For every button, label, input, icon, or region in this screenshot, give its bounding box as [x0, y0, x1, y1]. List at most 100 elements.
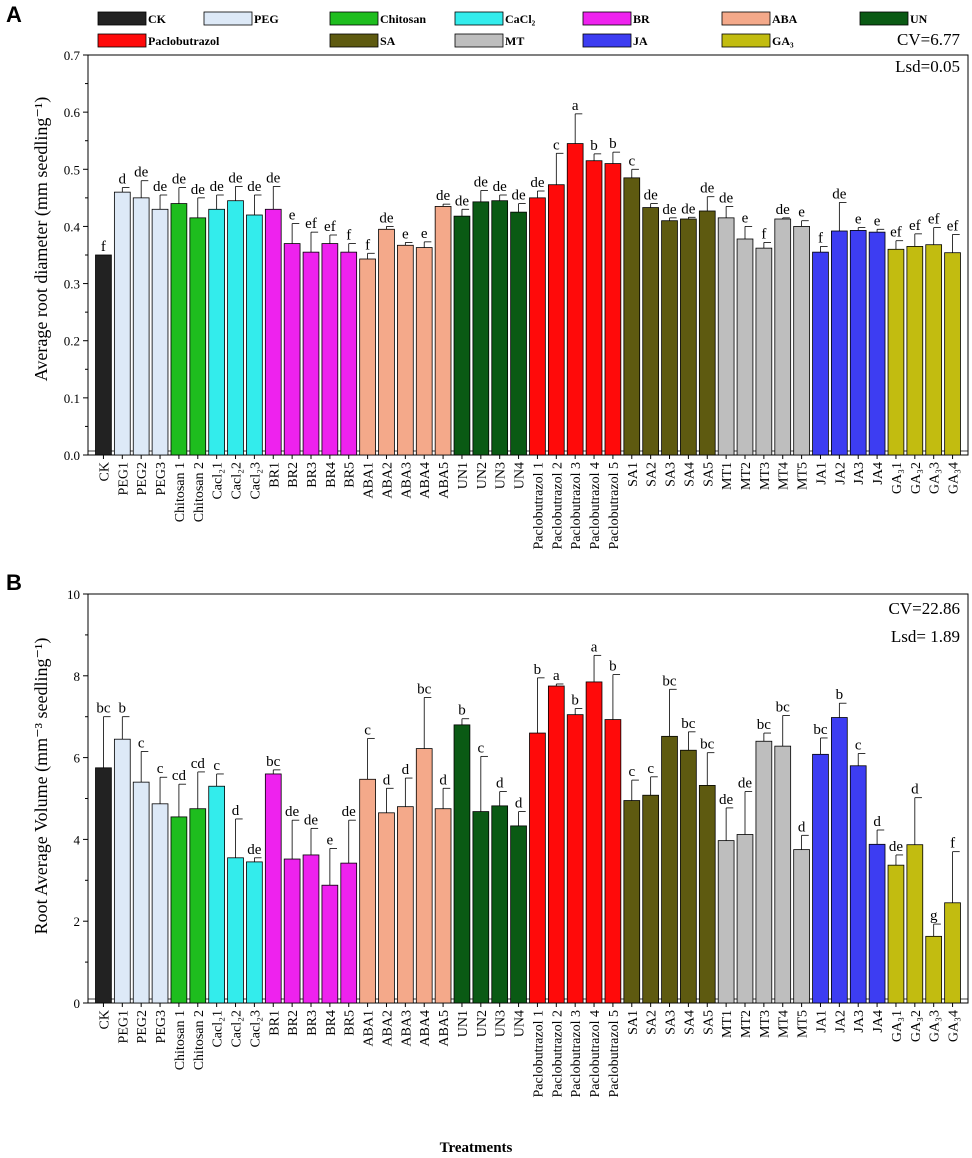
- panel-b-sig-label-44: g: [930, 908, 938, 924]
- panel-a-xtick-label-3: PEG3: [154, 462, 169, 495]
- panel-a-sig-label-7: de: [228, 170, 243, 186]
- panel-b-xtick-label-32: SA5: [701, 1010, 716, 1035]
- panel-a-xtick-label-23: Paclobutrazol 1: [531, 462, 546, 549]
- panel-b-bar-12: [321, 884, 339, 1004]
- panel-a-bar-7: [227, 200, 244, 456]
- panel-b-sig-label-32: bc: [700, 737, 715, 753]
- panel-b-sig-label-42: de: [889, 839, 904, 855]
- panel-a-xtick-label-8: Cacl₂3: [248, 462, 263, 500]
- panel-b-xtick-label-1: PEG1: [116, 1010, 131, 1043]
- panel-b-bar-25: [566, 714, 584, 1004]
- panel-a-sig-label-22: de: [511, 188, 526, 204]
- panel-b-bar-27: [604, 719, 622, 1004]
- panel-a-xtick-label-7: Cacl₂2: [230, 462, 245, 500]
- panel-a-sig-label-31: de: [681, 201, 696, 217]
- panel-a-xtick-label-30: SA3: [664, 462, 679, 487]
- panel-b-sig-label-25: b: [571, 693, 579, 709]
- panel-b-bar-39: [831, 717, 848, 1004]
- panel-b-sig-label-15: d: [383, 772, 391, 788]
- panel-b-sig-label-36: bc: [776, 699, 791, 715]
- panel-a-xtick-label-21: UN3: [494, 462, 509, 489]
- panel-b-bar-10: [283, 858, 301, 1004]
- panel-a-xtick-label-43: GA₃2: [909, 462, 924, 494]
- panel-b-sig-label-11: de: [304, 812, 319, 828]
- panel-a-xtick-label-31: SA4: [682, 462, 697, 487]
- panel-b-bar-21: [491, 805, 509, 1004]
- panel-b-xtick-label-22: UN4: [513, 1010, 528, 1037]
- panel-b-xtick-label-44: GA₃3: [928, 1010, 943, 1042]
- panel-b-bar-3: [151, 803, 169, 1004]
- panel-b-bar-34: [736, 834, 754, 1004]
- panel-a-xtick-label-34: MT2: [739, 462, 754, 490]
- panel-b-bar-29: [642, 794, 659, 1004]
- panel-a-sig-label-8: de: [247, 179, 262, 195]
- panel-b-xtick-label-21: UN3: [494, 1010, 509, 1037]
- panel-b-xtick-label-16: ABA3: [399, 1010, 414, 1047]
- legend-swatch-9: [454, 33, 504, 48]
- panel-a-bar-43: [906, 246, 924, 456]
- panel-b-xtick-label-23: Paclobutrazol 1: [531, 1010, 546, 1097]
- panel-a-sig-label-20: de: [474, 174, 489, 190]
- panel-a-sig-label-14: f: [365, 237, 370, 253]
- legend: CK PEG Chitosan CaCl₂ BR ABA UN Paclobutrazol SA…: [97, 11, 928, 48]
- legend-swatch-10: [582, 33, 632, 48]
- panel-a-bar-2: [132, 197, 150, 456]
- panel-b-bar-14: [359, 778, 376, 1004]
- panel-a-bar-4: [170, 203, 188, 456]
- panel-b-xtick-label-14: ABA1: [362, 1010, 377, 1047]
- panel-b-xtick-label-18: ABA5: [437, 1010, 452, 1047]
- legend-label-0: CK: [148, 12, 167, 26]
- panel-b-sig-label-16: d: [402, 762, 410, 778]
- panel-b-bar-40: [849, 765, 867, 1004]
- panel-b-xtick-label-29: SA2: [645, 1010, 660, 1035]
- panel-a-sig-label-30: de: [662, 202, 677, 218]
- panel-a-sig-label-2: de: [134, 165, 149, 181]
- panel-a-bar-30: [661, 220, 678, 456]
- panel-b-sig-label-14: c: [364, 722, 371, 738]
- panel-b-xtick-label-26: Paclobutrazol 4: [588, 1010, 603, 1097]
- panel-a-sig-label-29: de: [644, 188, 659, 204]
- panel-a-sig-label-43: ef: [909, 218, 921, 234]
- panel-b-bar-24: [547, 685, 565, 1004]
- panel-a-sig-label-26: b: [590, 138, 598, 154]
- panel-b-xtick-label-35: MT3: [758, 1010, 773, 1038]
- panel-b-sig-label-9: bc: [266, 754, 281, 770]
- panel-a-xtick-label-19: UN1: [456, 462, 471, 489]
- panel-a-xtick-label-44: GA₃3: [928, 462, 943, 494]
- panel-a-xtick-label-32: SA5: [701, 462, 716, 487]
- panel-a-sig-label-9: de: [266, 170, 281, 186]
- panel-b-bar-35: [755, 740, 773, 1004]
- panel-a-bar-17: [415, 247, 433, 456]
- panel-b-bar-44: [925, 935, 943, 1004]
- panel-b-bar-13: [340, 862, 358, 1004]
- legend-swatch-3: [454, 11, 504, 26]
- panel-b-sig-label-24: a: [553, 668, 560, 684]
- panel-a-sig-label-23: de: [530, 175, 545, 191]
- panel-b-bar-31: [680, 749, 697, 1004]
- panel-a-sig-label-1: d: [119, 172, 127, 188]
- panel-a-ytick-label-6: 0.6: [64, 105, 81, 120]
- panel-a-sig-label-38: f: [818, 230, 823, 246]
- panel-b-xtick-label-38: JA1: [814, 1010, 829, 1033]
- panel-a-lsd: Lsd=0.05: [895, 57, 960, 76]
- panel-a-bar-13: [340, 251, 358, 456]
- panel-a-ylabel: Average root diameter (mm seedling⁻¹): [31, 97, 52, 381]
- panel-a-xtick-label-40: JA3: [852, 462, 867, 485]
- panel-a-sig-label-5: de: [191, 182, 206, 198]
- panel-a-sig-label-35: f: [761, 226, 766, 242]
- panel-a-bar-42: [887, 248, 905, 456]
- panel-a-sig-label-3: de: [153, 179, 168, 195]
- panel-a-sig-label-36: de: [776, 202, 791, 218]
- panel-a-xtick-label-13: BR5: [343, 462, 358, 488]
- panel-a-bar-16: [397, 244, 414, 456]
- panel-a-ytick-label-3: 0.3: [64, 277, 80, 292]
- panel-a-xtick-label-6: Cacl₂1: [211, 462, 226, 500]
- panel-b-sig-label-20: c: [477, 740, 484, 756]
- panel-b-bar-38: [812, 753, 829, 1004]
- panel-b-bar-22: [510, 825, 527, 1004]
- panel-a-bar-23: [529, 197, 546, 456]
- legend-label-3: CaCl₂: [505, 12, 536, 26]
- panel-a-bar-19: [453, 215, 471, 456]
- panel-a-bar-27: [604, 163, 622, 456]
- panel-b-sig-label-37: d: [798, 819, 806, 835]
